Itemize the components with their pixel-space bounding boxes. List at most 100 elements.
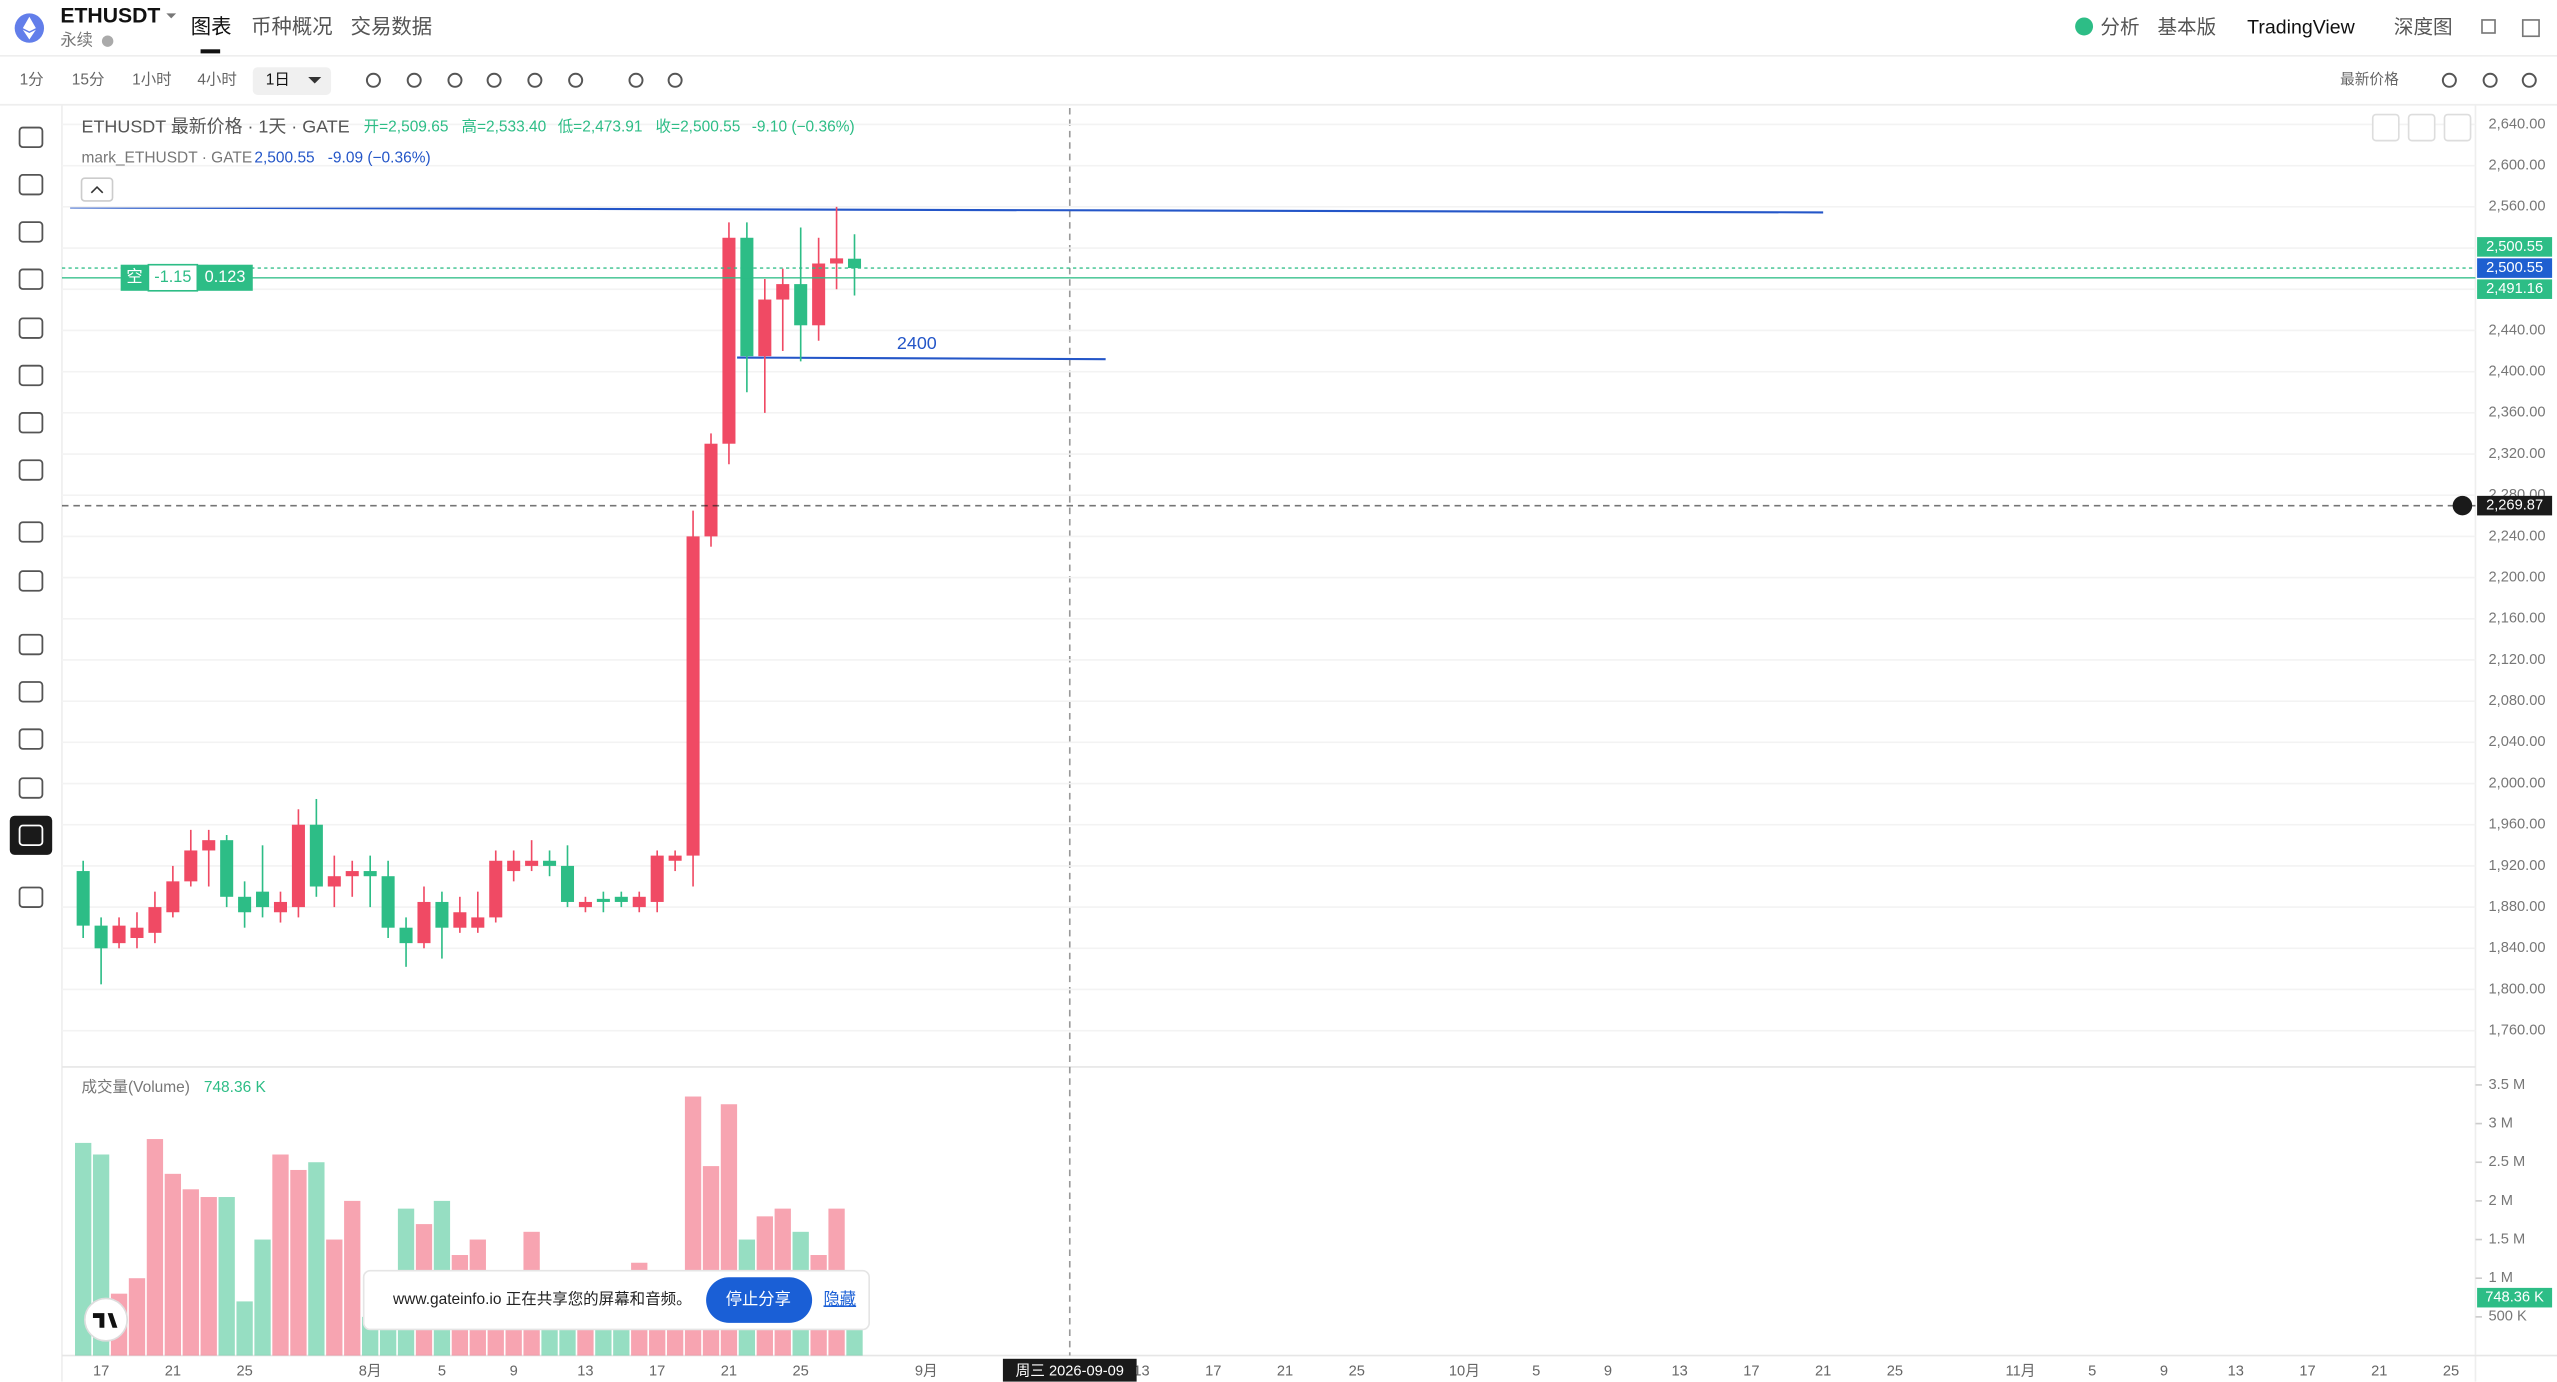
y-tick-label: 2,600.00 [2489, 158, 2546, 174]
price-tag-label: 2,500.55 [2486, 260, 2543, 276]
toolbar-icon[interactable] [447, 72, 463, 88]
toolbar-icon[interactable] [365, 72, 381, 88]
drawing-tool[interactable] [18, 412, 44, 434]
price-type[interactable]: 最新价格 [2340, 71, 2399, 88]
candle-body [489, 860, 503, 918]
header-link[interactable]: TradingView [2247, 16, 2355, 38]
tv-logo-glyph [92, 1313, 118, 1328]
drawing-tool[interactable] [18, 777, 44, 799]
candle-body [812, 263, 826, 326]
volume-bar [308, 1162, 325, 1356]
annotation: 2400 [897, 333, 937, 353]
drawing-tool[interactable] [18, 728, 44, 750]
toolbar-icon[interactable] [568, 72, 584, 88]
stop-share-btn[interactable] [706, 1277, 813, 1323]
header-link[interactable]: 基本版 [2157, 16, 2216, 38]
interval[interactable]: 1日 [266, 71, 290, 88]
interval[interactable]: 1分 [20, 70, 44, 88]
drawing-tool[interactable] [18, 317, 44, 339]
interval[interactable]: 1小时 [132, 70, 172, 88]
stop-share[interactable]: 停止分享 [726, 1290, 791, 1308]
x-tick-label: 5 [2088, 1364, 2096, 1380]
volume-bar [236, 1301, 253, 1356]
candle-body [130, 927, 144, 938]
price-tag [2477, 495, 2553, 516]
x-tick-label: 25 [236, 1364, 252, 1380]
header-link[interactable]: 分析 [2100, 16, 2139, 38]
tab[interactable]: 图表 [191, 15, 232, 38]
candle-body [309, 824, 323, 887]
pane-button[interactable] [2407, 113, 2436, 142]
candle-body [273, 901, 288, 913]
candle-body [722, 237, 736, 444]
drawing-tool[interactable] [18, 364, 44, 387]
collapse-button[interactable] [80, 177, 114, 202]
pane-button[interactable] [2371, 113, 2400, 142]
drawing-tool[interactable] [18, 459, 44, 481]
dropdown-arrow[interactable] [166, 13, 177, 19]
y-tick-label: 2,200.00 [2489, 569, 2546, 585]
x-tick-label: 9 [2160, 1364, 2168, 1380]
add-alert[interactable] [2452, 495, 2473, 516]
x-tick-label: 10月 [1449, 1364, 1480, 1380]
collapse-icon [90, 185, 104, 194]
contract-type: 永续 [60, 31, 93, 49]
toolbar-icon[interactable] [628, 72, 644, 88]
y-tick-label: 1,960.00 [2489, 817, 2546, 833]
volume-tick-label: 3.5 M [2489, 1077, 2526, 1093]
drawing-tool[interactable] [18, 268, 44, 290]
toolbar-icon[interactable] [406, 72, 422, 88]
candle-body [471, 917, 485, 928]
hide-share[interactable]: 隐藏 [824, 1290, 857, 1308]
toolbar-icon[interactable] [667, 72, 683, 88]
info-icon[interactable] [101, 35, 114, 47]
drawing-tool[interactable] [18, 633, 44, 656]
candle-body [776, 284, 790, 300]
drawing-tool[interactable] [18, 221, 44, 243]
drawing-tool[interactable] [18, 886, 44, 908]
drawing-tool[interactable] [18, 570, 44, 592]
y-tick-label: 2,560.00 [2489, 199, 2546, 215]
drawing-tool[interactable] [18, 173, 44, 196]
volume-bar [254, 1239, 271, 1356]
x-tick-label: 13 [1672, 1364, 1688, 1380]
candle-body [166, 881, 180, 913]
tab[interactable]: 币种概况 [251, 15, 333, 38]
drawing-tool[interactable] [18, 521, 44, 543]
pane-button[interactable] [2443, 113, 2472, 142]
toolbar-icon[interactable] [2521, 72, 2537, 88]
drawing-tool[interactable] [18, 824, 44, 847]
drawing-tool[interactable] [18, 681, 44, 703]
candle-body [686, 536, 700, 856]
window-icon[interactable] [2521, 19, 2540, 38]
x-tick-label: 13 [577, 1364, 593, 1380]
toolbar-icons [9, 72, 2537, 908]
x-tick-label: 25 [1349, 1364, 1365, 1380]
tab[interactable]: 交易数据 [351, 15, 433, 38]
tv-logo [83, 1297, 129, 1342]
interval[interactable]: 15分 [72, 70, 105, 88]
candle-body [507, 860, 521, 872]
interval-dropdown[interactable] [308, 77, 322, 84]
x-tick-label: 17 [1743, 1364, 1759, 1380]
drawing-tool[interactable] [18, 126, 44, 149]
toolbar-icon[interactable] [486, 72, 502, 88]
overlay: ETHUSDT 最新价格 · 1天 · GATE 开=2,509.65 高=2,53… [61, 116, 2553, 1382]
expand-icon[interactable] [2481, 19, 2496, 34]
candle-body [614, 896, 628, 902]
interval[interactable]: 4小时 [197, 70, 237, 88]
mark-change: -9.09 (−0.36%) [328, 150, 431, 167]
candle-body [363, 871, 377, 877]
toolbar-icon[interactable] [2441, 72, 2457, 88]
x-tick-label: 25 [793, 1364, 809, 1380]
header-link[interactable]: 深度图 [2394, 16, 2453, 38]
toolbar-icon[interactable] [527, 72, 543, 88]
position-qty-bg [197, 264, 253, 291]
symbol[interactable]: ETHUSDT [60, 4, 160, 27]
toolbar-icon[interactable] [2482, 72, 2498, 88]
volume-tick-label: 1 M [2489, 1270, 2513, 1286]
candle-body [453, 912, 467, 928]
x-tick-label: 8月 [359, 1364, 382, 1380]
x-tick-label: 17 [93, 1364, 109, 1380]
